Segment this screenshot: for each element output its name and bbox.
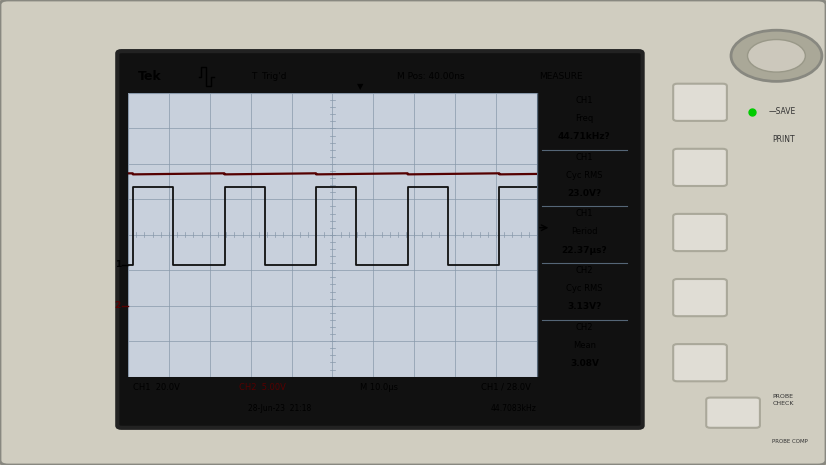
FancyBboxPatch shape bbox=[117, 51, 643, 428]
FancyBboxPatch shape bbox=[673, 279, 727, 316]
Text: T  Trig'd: T Trig'd bbox=[251, 72, 287, 81]
Text: ▼: ▼ bbox=[357, 82, 363, 91]
Text: Cyc RMS: Cyc RMS bbox=[566, 284, 603, 293]
Text: MEASURE: MEASURE bbox=[539, 72, 583, 81]
Text: 1: 1 bbox=[115, 260, 121, 269]
Text: Mean: Mean bbox=[573, 341, 596, 350]
Text: PROBE COMP: PROBE COMP bbox=[772, 439, 808, 444]
Circle shape bbox=[731, 30, 822, 81]
Text: M 10.0μs: M 10.0μs bbox=[360, 383, 398, 392]
Text: 2: 2 bbox=[115, 301, 121, 310]
Text: Cyc RMS: Cyc RMS bbox=[566, 171, 603, 180]
Text: Period: Period bbox=[571, 227, 598, 237]
Text: CH1  20.0V: CH1 20.0V bbox=[133, 383, 180, 392]
FancyBboxPatch shape bbox=[673, 344, 727, 381]
Text: CH1: CH1 bbox=[576, 209, 593, 218]
Text: 22.37μs?: 22.37μs? bbox=[562, 246, 607, 255]
FancyBboxPatch shape bbox=[673, 149, 727, 186]
FancyBboxPatch shape bbox=[673, 84, 727, 121]
Text: CH1: CH1 bbox=[576, 153, 593, 161]
Text: 3.13V?: 3.13V? bbox=[567, 302, 601, 312]
Text: CH2: CH2 bbox=[576, 323, 593, 332]
Text: Freq: Freq bbox=[575, 114, 594, 123]
Text: 44.71kHz?: 44.71kHz? bbox=[558, 132, 610, 141]
Text: M Pos: 40.00ns: M Pos: 40.00ns bbox=[396, 72, 464, 81]
Text: 28-Jun-23  21:18: 28-Jun-23 21:18 bbox=[248, 404, 311, 412]
Text: Tek: Tek bbox=[138, 70, 162, 83]
Text: CH1 / 28.0V: CH1 / 28.0V bbox=[481, 383, 530, 392]
Text: —SAVE: —SAVE bbox=[768, 107, 795, 116]
Text: 3.08V: 3.08V bbox=[570, 359, 599, 368]
Text: CH2  5.00V: CH2 5.00V bbox=[239, 383, 286, 392]
FancyBboxPatch shape bbox=[673, 214, 727, 251]
Text: CH1: CH1 bbox=[576, 96, 593, 105]
Text: PRINT: PRINT bbox=[772, 135, 795, 144]
Circle shape bbox=[748, 40, 805, 72]
Text: PROBE
CHECK: PROBE CHECK bbox=[772, 394, 794, 405]
Text: 44.7083kHz: 44.7083kHz bbox=[491, 404, 537, 412]
FancyBboxPatch shape bbox=[706, 398, 760, 428]
Text: CH2: CH2 bbox=[576, 266, 593, 275]
Text: 23.0V?: 23.0V? bbox=[567, 189, 601, 198]
